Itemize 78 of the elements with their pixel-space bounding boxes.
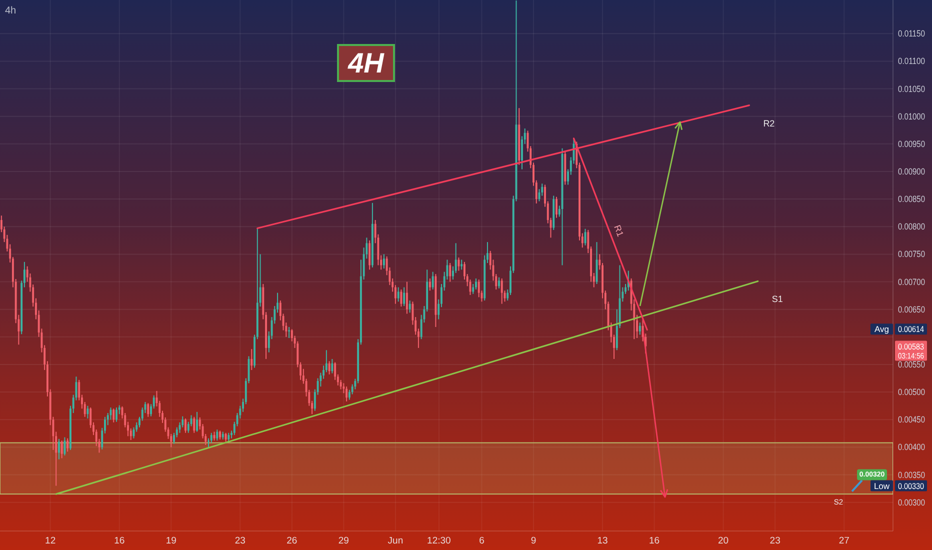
candlestick [210, 432, 212, 444]
text: S1 [772, 294, 783, 304]
candlestick [478, 279, 480, 298]
candlestick [193, 416, 196, 434]
x-tick-label: 6 [479, 536, 484, 546]
y-tick-label: 0.00800 [898, 222, 931, 232]
x-tick-label: 23 [770, 536, 780, 546]
text: 4h [5, 6, 16, 16]
x-tick-label: 23 [234, 536, 246, 546]
y-tick-label: 0.00550 [898, 359, 931, 370]
y-tick-label: 0.00850 [898, 194, 931, 204]
y-tick-label: 0.01150 [898, 28, 930, 39]
candlestick [328, 360, 330, 375]
x-tick-label: 27 [838, 536, 850, 546]
candlestick [86, 405, 89, 420]
x-tick-label: 12 [45, 536, 56, 546]
candlestick [66, 438, 69, 452]
candlestick [458, 257, 460, 272]
candlestick [112, 408, 115, 423]
candlestick [408, 300, 411, 314]
candlestick [397, 286, 400, 302]
x-tick-label: 9 [530, 536, 536, 546]
candlestick [346, 386, 348, 402]
x-tick-label: Jun [388, 536, 404, 546]
x-tick-label: 20 [718, 536, 729, 546]
text: 03:14:56 [898, 351, 930, 360]
text: R1 [612, 224, 626, 238]
y-tick-label: 0.00300 [898, 497, 931, 508]
x-tick-label: 16 [114, 536, 125, 546]
text: 0.00583 [898, 341, 929, 352]
candlestick [638, 322, 641, 336]
x-tick-label: 19 [166, 536, 176, 546]
candlestick [58, 438, 60, 460]
candlestick [64, 436, 66, 456]
y-tick-label: 0.01100 [898, 56, 930, 66]
y-tick-label: 0.01000 [898, 111, 931, 122]
candlestick [406, 281, 408, 314]
candlestick [250, 348, 253, 370]
x-tick-label: 26 [286, 536, 298, 546]
y-tick-label: 0.00750 [898, 249, 931, 260]
text: R2 [763, 118, 775, 128]
candlestick [403, 286, 406, 307]
y-tick-label: 0.00650 [898, 304, 931, 314]
x-tick-label: 29 [338, 536, 349, 546]
candlestick [116, 406, 118, 422]
candlestick [475, 278, 477, 290]
candlestick [500, 278, 503, 304]
y-tick-label: 0.00350 [898, 470, 931, 480]
candlestick [432, 271, 434, 290]
candlestick [216, 429, 218, 442]
candlestick [60, 440, 63, 459]
candlestick [428, 278, 431, 292]
x-tick-label: 16 [649, 536, 660, 546]
candlestick [400, 288, 402, 308]
candlestick [331, 358, 334, 374]
candlestick [449, 262, 452, 282]
y-tick-label: 0.00450 [898, 414, 931, 425]
x-tick-label: 13 [597, 536, 608, 546]
y-tick-label: 0.00400 [898, 442, 931, 452]
x-tick-label: 12:30 [427, 536, 451, 546]
candlestick [556, 196, 558, 218]
candlestick [147, 402, 150, 418]
y-tick-label: 0.00700 [898, 276, 931, 287]
candlestick [368, 240, 371, 270]
text: 4H [347, 48, 385, 78]
y-tick-label: 0.00900 [898, 166, 931, 176]
candlestick [460, 259, 463, 270]
y-tick-label: 0.00950 [898, 138, 931, 149]
y-tick-label: 0.00500 [898, 387, 931, 398]
candlestick [184, 418, 186, 434]
text: 0.00330 [898, 480, 929, 491]
candlestick [498, 276, 500, 289]
candlestick [382, 254, 385, 270]
candlestick [196, 411, 198, 432]
text: 0.00614 [898, 324, 929, 334]
annotation: Avg [874, 324, 890, 334]
y-tick-label: 0.01050 [898, 84, 931, 94]
annotation: Low [874, 480, 890, 491]
